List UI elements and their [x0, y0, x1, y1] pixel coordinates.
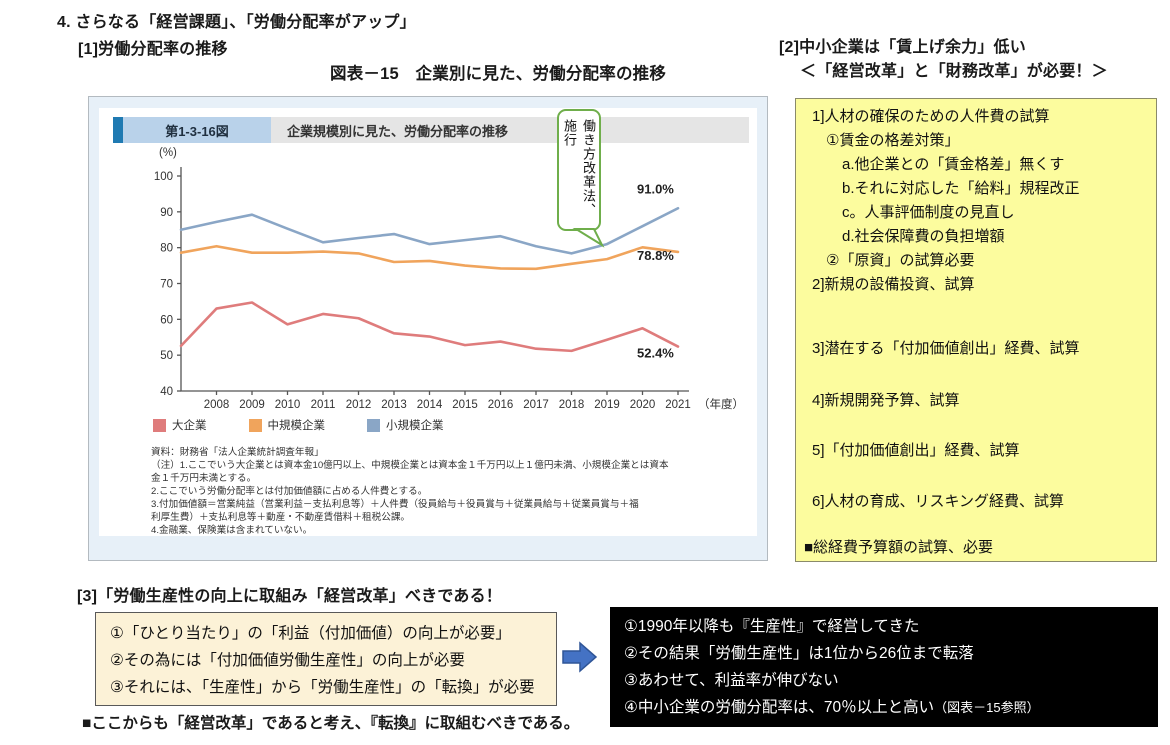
chart-legend: 大企業 中規模企業 小規模企業 — [153, 417, 444, 433]
list-item: 4]新規開発予算、試算 — [812, 392, 960, 409]
chart-notes: 資料：財務省「法人企業統計調査年報」 （注）1.ここでいう大企業とは資本金10億… — [151, 446, 747, 537]
figure-reference: （図表－15参照） — [934, 700, 1040, 715]
svg-text:2011: 2011 — [311, 399, 336, 411]
list-item: a.他企業との「賃金格差」無くす — [842, 156, 1065, 173]
y-axis-unit-label: (%) — [159, 147, 177, 159]
chart-note-line: 利厚生費）＋支払利息等＋動産・不動産賃借料＋租税公課。 — [151, 512, 411, 523]
list-item: 5]「付加価値創出」経費、試算 — [812, 442, 1020, 459]
chart-note-line: 4.金融業、保険業は含まれていない。 — [151, 525, 313, 536]
svg-text:2019: 2019 — [594, 399, 620, 411]
chart-header-bar: 企業規模別に見た、労働分配率の推移 — [271, 117, 749, 143]
chart-note-line: 2.ここでいう労働分配率とは付加価値額に占める人件費とする。 — [151, 486, 428, 497]
chart-note-line: 金１千万円未満とする。 — [151, 473, 257, 484]
chart-header-title: 企業規模別に見た、労働分配率の推移 — [287, 123, 509, 139]
callout-bubble: 働き方改革法、施行 — [557, 109, 601, 231]
section2-subheading: ＜「経営改革」と「財務改革」が必要！＞ — [800, 63, 1108, 80]
right-arrow-icon — [562, 641, 598, 673]
list-item: ②「原資」の試算必要 — [826, 252, 975, 269]
svg-text:2008: 2008 — [204, 399, 230, 411]
svg-text:60: 60 — [160, 314, 173, 326]
list-item: ①1990年以降も『生産性』で経営してきた — [624, 618, 920, 635]
svg-text:2014: 2014 — [417, 399, 443, 411]
list-item: c。人事評価制度の見直し — [842, 204, 1015, 221]
list-item-total: ■総経費予算額の試算、必要 — [804, 539, 994, 556]
productivity-box: ①「ひとり当たり」の「利益（付加価値）の向上が必要」 ②その為には「付加価値労働… — [95, 612, 557, 706]
figure-badge: 第1-3-16図 — [123, 117, 271, 143]
chart-panel-inner — [99, 108, 757, 536]
svg-text:2009: 2009 — [239, 399, 265, 411]
svg-text:2013: 2013 — [381, 399, 407, 411]
svg-text:2020: 2020 — [630, 399, 656, 411]
svg-text:2021: 2021 — [665, 399, 691, 411]
legend-label: 大企業 — [172, 420, 207, 432]
svg-text:2018: 2018 — [559, 399, 585, 411]
legend-swatch — [248, 418, 262, 432]
section1-heading: [1]労働分配率の推移 — [78, 41, 228, 58]
svg-text:2016: 2016 — [488, 399, 514, 411]
section2-heading: [2]中小企業は「賃上げ余力」低い — [779, 39, 1026, 56]
list-item: ①賃金の格差対策」 — [826, 132, 960, 149]
svg-text:40: 40 — [160, 386, 173, 398]
chart-note-line: （注）1.ここでいう大企業とは資本金10億円以上、中規模企業とは資本金１千万円以… — [151, 460, 669, 471]
chart-panel: 第1-3-16図 企業規模別に見た、労働分配率の推移 (%) 働き方改革法、施行… — [88, 96, 768, 561]
section3-heading: [3]「労働生産性の向上に取組み「経営改革」べきである！ — [77, 588, 502, 605]
legend-item: 中規模企業 — [248, 417, 326, 433]
svg-text:100: 100 — [154, 171, 173, 183]
figure-title: 図表－15 企業別に見た、労働分配率の推移 — [330, 65, 667, 83]
svg-text:80: 80 — [160, 243, 173, 255]
svg-text:2015: 2015 — [452, 399, 478, 411]
list-item: ③あわせて、利益率が伸びない — [624, 672, 839, 689]
legend-swatch — [367, 418, 380, 432]
svg-text:91.0%: 91.0% — [637, 181, 674, 196]
legend-label: 中規模企業 — [267, 420, 326, 432]
svg-text:70: 70 — [160, 279, 173, 291]
list-item: d.社会保障費の負担増額 — [842, 228, 1005, 245]
bottom-note: ■ここからも「経営改革」であると考え、『転換』に取組むべきである。 — [82, 715, 580, 732]
legend-swatch — [153, 418, 166, 432]
svg-text:2012: 2012 — [346, 399, 372, 411]
svg-text:52.4%: 52.4% — [637, 346, 674, 361]
list-item: 6]人材の育成、リスキング経費、試算 — [812, 493, 1065, 510]
list-item: ③それには、「生産性」から「労働生産性」の「転換」が必要 — [110, 679, 535, 696]
list-item: ②その結果「労働生産性」は1位から26位まで転落 — [624, 645, 974, 662]
legend-item: 小規模企業 — [367, 417, 444, 433]
svg-text:90: 90 — [160, 207, 173, 219]
chart-note-line: 3.付加価値額＝営業純益（営業利益－支払利息等）＋人件費（役員給与＋役員賞与＋従… — [151, 499, 639, 510]
svg-text:（年度）: （年度） — [698, 397, 744, 411]
list-item: ②その為には「付加価値労働生産性」の向上が必要 — [110, 652, 465, 669]
cost-estimation-box: 1]人材の確保のための人件費の試算 ①賃金の格差対策」 a.他企業との「賃金格差… — [795, 98, 1157, 562]
list-item: 3]潜在する「付加価値創出」経費、試算 — [812, 340, 1080, 357]
svg-text:2010: 2010 — [275, 399, 301, 411]
callout-text: 働き方改革法、施行 — [562, 119, 596, 217]
list-item: ①「ひとり当たり」の「利益（付加価値）の向上が必要」 — [110, 625, 511, 642]
svg-text:50: 50 — [160, 350, 173, 362]
legend-label: 小規模企業 — [386, 420, 444, 432]
svg-text:2017: 2017 — [523, 399, 549, 411]
labor-share-line-chart: 40 50 60 70 80 90 100 2008 2009 2010 2011 2012 2013 2… — [154, 167, 744, 411]
list-item: 2]新規の設備投資、試算 — [812, 276, 975, 293]
page-title: 4. さらなる「経営課題」、「労働分配率がアップ」 — [57, 14, 416, 31]
list-item: ④中小企業の労働分配率は、70％以上と高い（図表－15参照） — [624, 699, 1040, 716]
figure-badge-accent — [113, 117, 123, 143]
list-item: b.それに対応した「給料」規程改正 — [842, 180, 1080, 197]
chart-source: 資料：財務省「法人企業統計調査年報」 — [151, 447, 324, 458]
conclusion-box: ①1990年以降も『生産性』で経営してきた ②その結果「労働生産性」は1位から2… — [610, 607, 1158, 727]
legend-item: 大企業 — [153, 417, 207, 433]
list-item: 1]人材の確保のための人件費の試算 — [812, 108, 1050, 125]
svg-text:78.8%: 78.8% — [637, 248, 674, 263]
